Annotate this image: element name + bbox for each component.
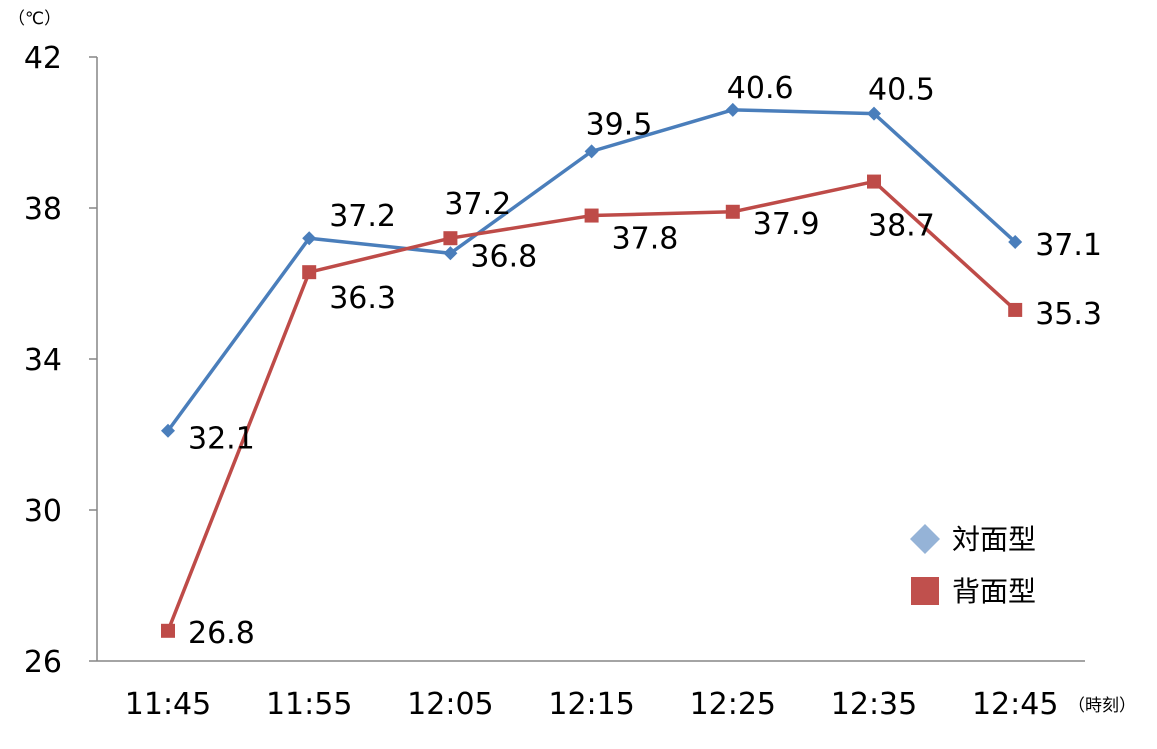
data-label: 40.6 [727,71,794,106]
y-tick-label: 34 [24,343,62,378]
data-label: 37.2 [329,199,396,234]
data-point-square [584,208,599,223]
y-axis-ticks: 26 30 34 38 42 [24,41,97,680]
x-tick-label: 12:45 [972,687,1058,722]
data-point-square [867,174,881,189]
data-point-diamond [867,106,881,121]
data-label: 40.5 [868,73,935,108]
y-tick-label: 42 [24,41,62,76]
legend-swatch-square [911,577,939,605]
data-point-diamond [443,246,458,261]
data-point-diamond [1008,234,1023,249]
data-point-square [725,204,740,219]
data-point-square [443,231,458,246]
data-label: 26.8 [188,616,255,651]
data-label: 32.1 [188,422,255,457]
y-tick-label: 30 [24,494,62,529]
legend-label: 対面型 [952,523,1036,556]
data-point-diamond [161,423,175,438]
series-line [166,179,1017,632]
data-label: 38.7 [868,209,935,244]
legend-label: 背面型 [952,575,1036,608]
x-tick-label: 11:45 [125,687,211,722]
series-1 [161,102,1023,438]
legend-swatch-diamond [910,524,940,554]
series-2 [161,174,1023,638]
x-tick-label: 12:35 [831,687,917,722]
x-tick-label: 12:15 [548,687,634,722]
x-tick-label: 11:55 [266,687,352,722]
y-tick-label: 38 [24,192,62,227]
data-label: 37.8 [612,222,679,257]
data-point-diamond [302,231,317,246]
x-tick-label: 12:05 [407,687,493,722]
data-point-square [302,265,317,280]
data-point-square [1008,302,1023,317]
data-label: 39.5 [586,107,653,142]
data-label: 36.3 [329,281,396,316]
data-label: 37.9 [753,207,820,242]
data-labels-layer: 32.1 37.2 36.8 39.5 40.6 40.5 37.1 26.8 36.3 37.2… [188,71,1102,651]
x-axis-ticks: 11:45 11:55 12:05 12:15 12:25 12:35 12:45 [125,687,1059,722]
x-axis-unit-label: （時刻） [1068,696,1136,716]
data-label: 36.8 [470,239,537,274]
data-point-diamond [584,144,599,159]
data-point-diamond [725,102,740,117]
y-axis-unit-label: （℃） [8,9,61,29]
y-tick-label: 26 [24,645,62,680]
x-tick-label: 12:25 [690,687,776,722]
data-label: 35.3 [1035,297,1102,332]
data-point-square [161,623,175,638]
data-label: 37.2 [444,187,511,222]
series-layer [161,102,1023,638]
data-label: 37.1 [1035,228,1102,263]
